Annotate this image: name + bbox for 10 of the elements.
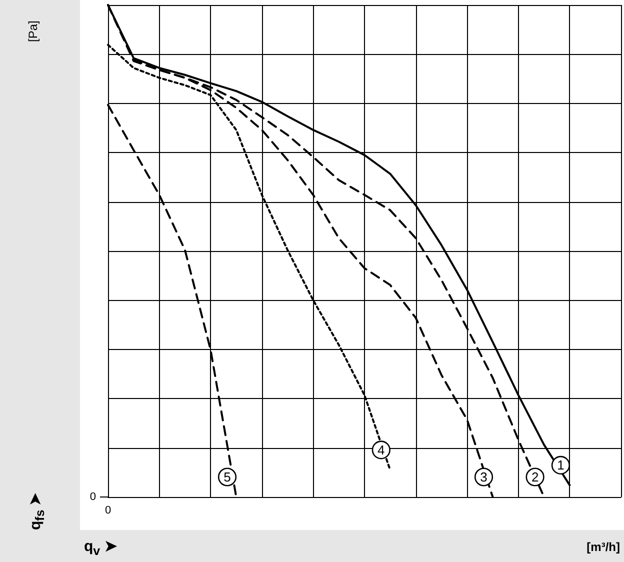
x-axis-title: [m³/h] xyxy=(586,540,620,554)
text: 0 xyxy=(90,491,96,503)
series-label: 3 xyxy=(480,470,488,484)
text: [Pa] xyxy=(26,20,40,42)
series-label: 4 xyxy=(378,442,385,458)
series-label: 2 xyxy=(531,470,539,484)
series-label: 5 xyxy=(224,470,231,484)
series-label: 1 xyxy=(557,458,564,473)
text: 0 xyxy=(104,504,112,516)
text: q$_{v}$ ➤ xyxy=(84,537,118,558)
